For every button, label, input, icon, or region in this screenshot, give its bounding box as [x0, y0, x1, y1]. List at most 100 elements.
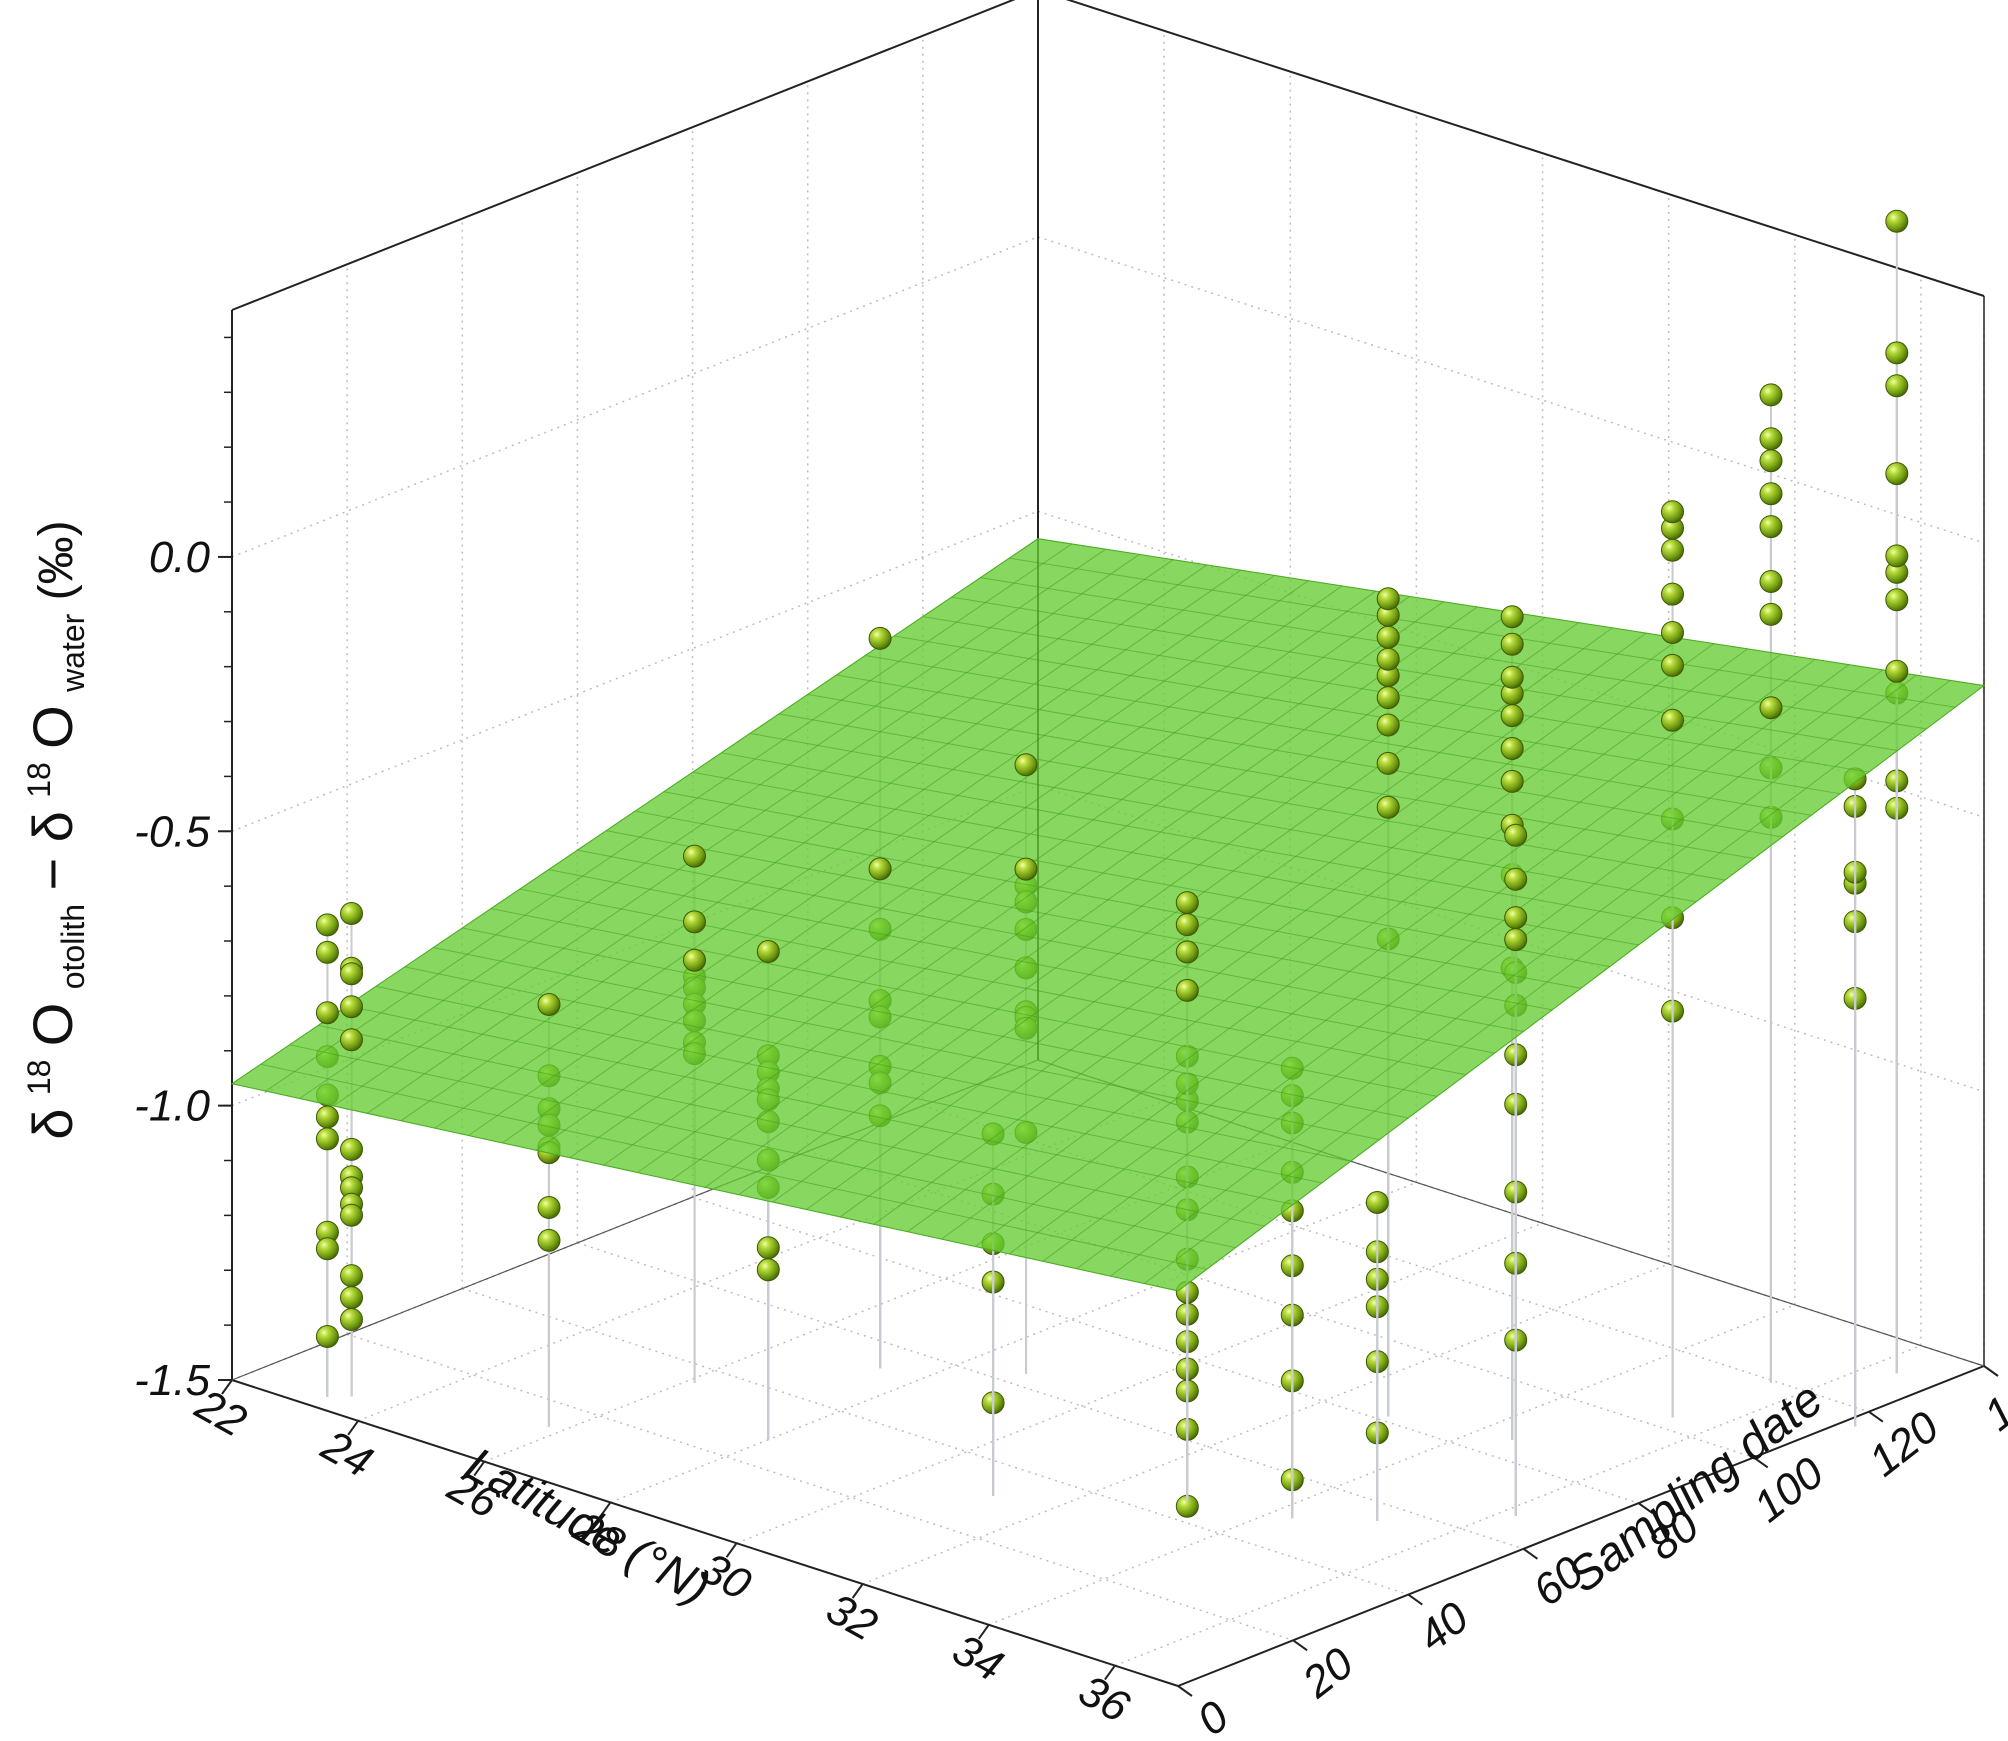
data-point [756, 1236, 780, 1260]
data-point [340, 1308, 363, 1331]
data-point [1500, 769, 1524, 793]
data-point [1885, 462, 1909, 486]
data-point [1376, 625, 1400, 649]
data-point [1661, 538, 1684, 562]
data-point [1885, 209, 1909, 233]
data-point [315, 940, 339, 964]
data-point [1014, 753, 1038, 777]
x-tick-mark [347, 1420, 359, 1436]
data-point [868, 857, 892, 881]
data-point [1500, 665, 1524, 689]
x-tick-label: 36 [1071, 1666, 1138, 1733]
data-point [1759, 427, 1783, 451]
floor-grid-line [988, 1304, 1796, 1626]
plane-mesh-line [490, 908, 1438, 1097]
floor-grid-line [692, 1196, 1639, 1504]
data-point [683, 844, 706, 868]
z-title-sub1: otolith [55, 904, 91, 989]
y-tick-mark [1753, 1456, 1769, 1469]
data-point [1500, 737, 1524, 760]
data-point [1885, 374, 1909, 398]
data-point [1504, 867, 1528, 891]
data-point [340, 1286, 363, 1310]
plane-mesh-line [721, 752, 1668, 924]
data-point [1376, 647, 1400, 671]
regression-plane [230, 538, 1986, 1292]
y-tick-mark [1983, 1365, 1999, 1377]
floor-grid-line [862, 1263, 1669, 1585]
floor-grid-line [346, 1333, 1294, 1641]
data-point [340, 962, 363, 986]
plane-mesh-line [404, 966, 1351, 1162]
data-point [1661, 653, 1684, 677]
z-tick-label: -0.5 [134, 807, 210, 856]
data-point [1175, 978, 1199, 1002]
y-tick-mark [1637, 1502, 1654, 1514]
data-point [1500, 605, 1524, 629]
y-tick-mark [1177, 1685, 1193, 1697]
plane-mesh-line [347, 1005, 1294, 1205]
data-point [537, 1228, 561, 1252]
data-point [1885, 341, 1909, 365]
x-tick-mark [599, 1501, 612, 1517]
data-point [1885, 659, 1909, 683]
data-point [868, 626, 892, 650]
data-point [1504, 906, 1528, 930]
x-tick-label: 32 [818, 1584, 885, 1651]
z-title-o1: O [21, 1003, 84, 1047]
data-point [1885, 544, 1909, 568]
plane-mesh-line [778, 713, 1726, 881]
data-point [1376, 587, 1400, 611]
data-point [315, 1325, 339, 1348]
data-point [1885, 588, 1909, 612]
data-point [1759, 482, 1783, 506]
z-tick-label: -1.0 [134, 1082, 210, 1131]
data-point [340, 902, 363, 925]
z-title-delta: δ [21, 1108, 84, 1139]
data-point [1500, 632, 1524, 656]
data-point [315, 1105, 339, 1129]
data-point [1504, 823, 1528, 847]
z-tick-label: -1.5 [134, 1356, 210, 1405]
z-title-delta2: δ [21, 811, 84, 842]
y-tick-mark [1522, 1548, 1539, 1560]
z-tick-label: 0.0 [149, 533, 211, 582]
plane-mesh-line [375, 985, 1323, 1184]
data-point [756, 940, 780, 963]
data-point [1376, 795, 1400, 819]
x-tick-mark [221, 1379, 233, 1395]
data-point [1759, 449, 1783, 473]
data-point [1759, 570, 1783, 593]
plane-mesh-line [231, 1083, 1179, 1292]
plane-mesh-line [318, 1024, 1265, 1227]
data-point [683, 910, 706, 934]
data-point [1661, 708, 1684, 732]
data-point [340, 1264, 363, 1288]
plane-mesh-line [577, 849, 1524, 1032]
y-tick-mark [1868, 1410, 1884, 1423]
data-point [340, 995, 363, 1019]
z-title-unit: (‰) [30, 520, 83, 600]
x-tick-mark [725, 1542, 738, 1558]
regression-plane-surface [230, 538, 1986, 1292]
floor-grid-line [610, 1181, 1417, 1504]
plane-mesh-line [433, 946, 1380, 1141]
data-point [1014, 857, 1038, 881]
data-point [756, 1258, 780, 1282]
y-tick-mark [1292, 1639, 1308, 1652]
data-point [1759, 515, 1783, 539]
wall-grid-line [231, 236, 1039, 558]
data-point [315, 913, 339, 937]
plane-mesh-line [750, 732, 1697, 903]
plane-mesh-line [289, 1044, 1236, 1249]
top-right-edge [1065, 0, 1985, 297]
z-title-o2: O [21, 705, 84, 749]
points-above-plane [315, 209, 1909, 1052]
x-tick-mark [473, 1461, 486, 1477]
plane-mesh-line [893, 635, 1841, 795]
floor-grid-line [736, 1222, 1543, 1544]
plane-mesh-line [548, 869, 1495, 1054]
plane-mesh-line [663, 791, 1610, 968]
